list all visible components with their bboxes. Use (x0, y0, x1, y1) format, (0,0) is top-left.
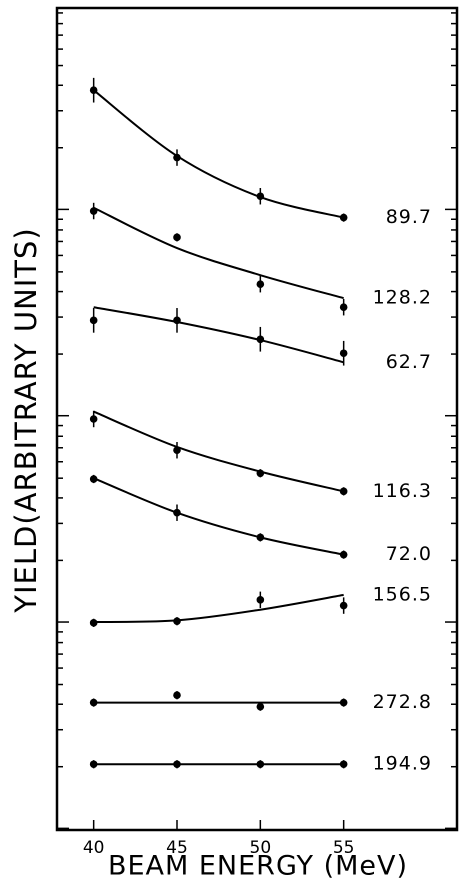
data-point (256, 469, 265, 478)
plot-frame (55, 6, 459, 832)
series-label: 62.7 (386, 351, 432, 373)
fit-curve (93, 206, 344, 300)
fit-curve (93, 593, 344, 624)
series-label: 194.9 (373, 753, 432, 775)
series-label: 72.0 (386, 543, 432, 565)
x-tick-label: 45 (166, 838, 188, 858)
data-point (339, 303, 348, 312)
data-point (89, 619, 98, 627)
fit-curve (93, 410, 344, 493)
x-tick-label: 50 (250, 838, 272, 858)
data-point (256, 335, 265, 344)
data-point (339, 213, 348, 222)
series-label: 116.3 (373, 480, 432, 502)
data-point (256, 280, 265, 288)
series-label: 128.2 (373, 287, 432, 309)
x-axis-label: BEAM ENERGY (MeV) (108, 851, 408, 882)
data-point (89, 86, 98, 94)
data-point (173, 153, 181, 162)
data-point (173, 691, 181, 699)
data-point (89, 207, 98, 215)
fit-curve (93, 89, 344, 219)
data-point (339, 760, 348, 769)
y-axis-label: YIELD(ARBITRARY UNITS) (9, 227, 43, 614)
data-point (173, 233, 181, 242)
data-point (256, 533, 265, 542)
data-point (339, 550, 348, 559)
x-tick-label: 55 (333, 838, 355, 858)
fit-curve (93, 306, 344, 364)
data-point (89, 415, 98, 423)
data-point (256, 192, 265, 201)
series-label: 272.8 (373, 691, 432, 713)
fit-curve (93, 477, 344, 556)
data-point (256, 596, 265, 604)
series-label: 89.7 (386, 206, 432, 228)
data-point (173, 446, 181, 455)
data-point (339, 487, 348, 496)
data-point (339, 698, 348, 707)
data-point (89, 316, 98, 325)
data-point (339, 601, 348, 610)
x-tick-label: 40 (83, 838, 105, 858)
data-point (173, 760, 181, 769)
data-point (256, 760, 265, 769)
data-point (256, 702, 265, 711)
data-point (89, 698, 98, 707)
data-point (89, 760, 98, 769)
series-label: 156.5 (373, 583, 432, 605)
data-point (89, 475, 98, 483)
data-point (339, 349, 348, 358)
data-point (173, 508, 181, 517)
data-point (173, 316, 181, 325)
data-point (173, 617, 181, 626)
